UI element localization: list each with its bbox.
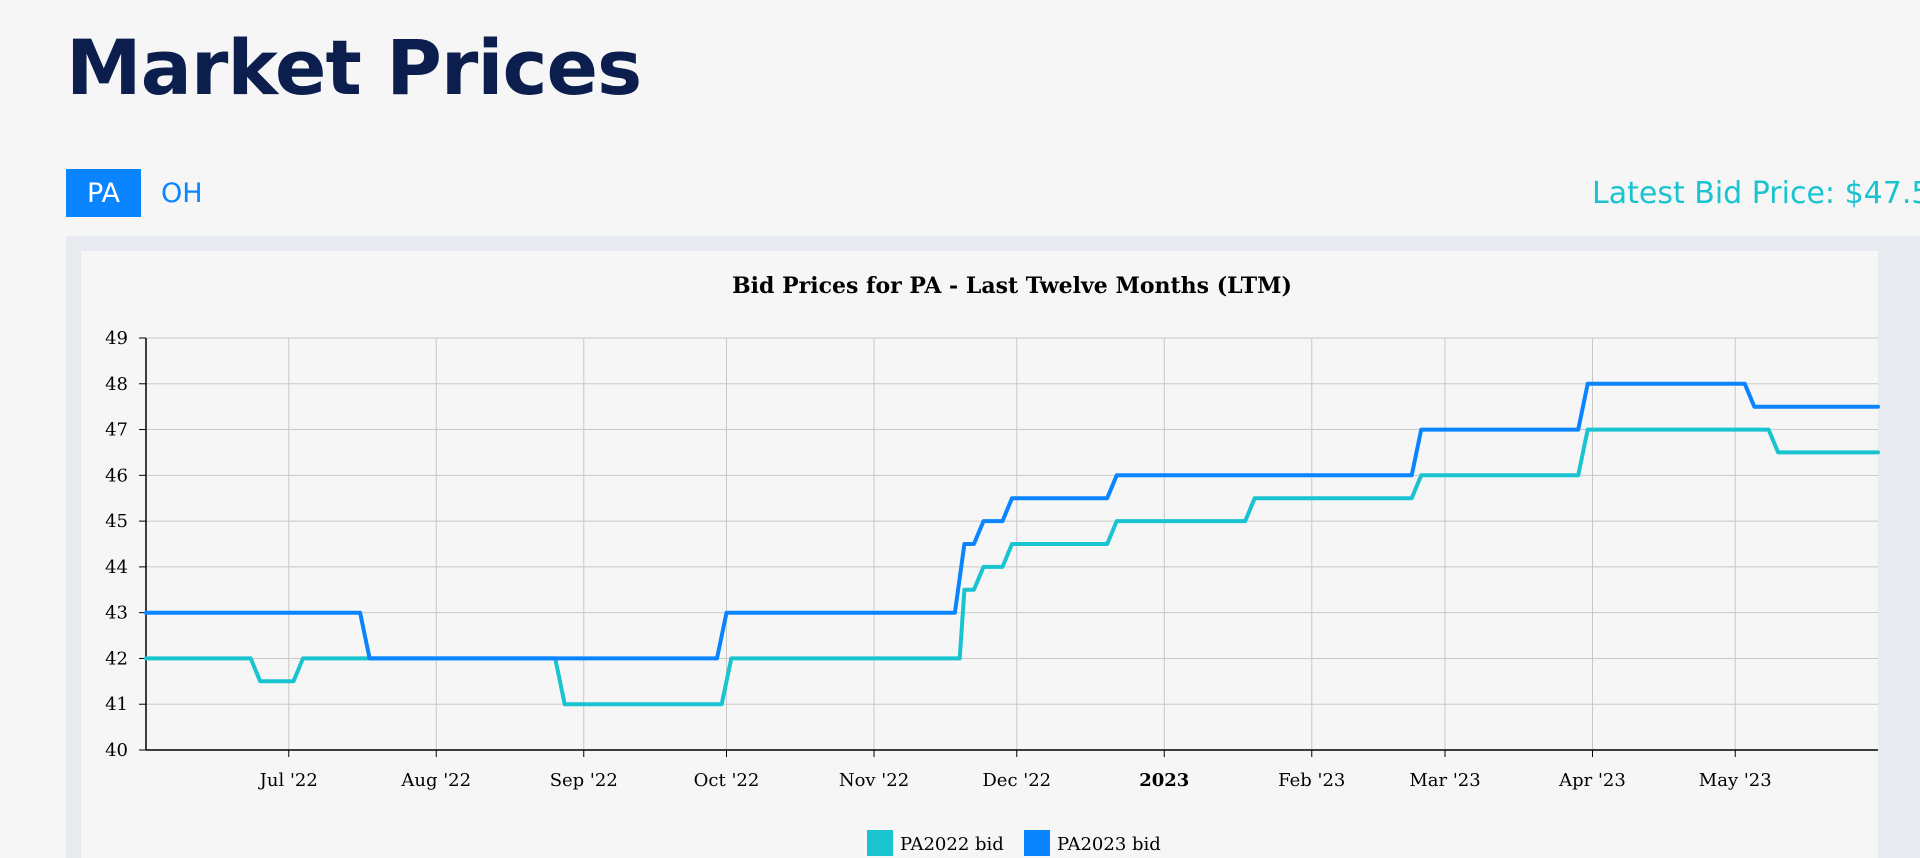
y-tick-label: 44 — [105, 557, 128, 578]
y-tick-label: 43 — [105, 603, 128, 624]
x-tick-label: Aug '22 — [400, 770, 471, 791]
legend: PA2022 bid PA2023 bid — [867, 830, 1161, 856]
y-tick-label: 46 — [105, 465, 128, 486]
x-tick-label: May '23 — [1699, 770, 1772, 791]
series-line-pa2022-bid — [144, 427, 1880, 707]
x-tick-label: Mar '23 — [1409, 770, 1480, 791]
x-tick-label: Dec '22 — [982, 770, 1051, 791]
tab-oh[interactable]: OH — [161, 177, 203, 209]
y-tick-label: 48 — [105, 374, 128, 395]
page-title: Market Prices — [66, 23, 642, 112]
tab-pa[interactable]: PA — [66, 169, 141, 217]
y-tick-label: 49 — [105, 328, 128, 349]
y-tick-label: 45 — [105, 511, 128, 532]
legend-label-pa2023-bid: PA2023 bid — [1057, 834, 1161, 855]
x-tick-label: Oct '22 — [694, 770, 760, 791]
y-tick-label: 42 — [105, 648, 128, 669]
legend-swatch-pa2023-bid — [1024, 830, 1050, 856]
x-tick-label: Sep '22 — [550, 770, 618, 791]
chart-title: Bid Prices for PA - Last Twelve Months (… — [732, 273, 1292, 299]
y-tick-label: 41 — [105, 694, 128, 715]
legend-swatch-pa2022-bid — [867, 830, 893, 856]
x-tick-label: Jul '22 — [258, 770, 318, 791]
x-tick-label: Nov '22 — [839, 770, 909, 791]
legend-label-pa2022-bid: PA2022 bid — [900, 834, 1004, 855]
series-line-pa2023-bid — [144, 381, 1880, 661]
latest-bid-price: Latest Bid Price: $47.50 — [1592, 176, 1920, 211]
market-tabs: PA OH — [66, 169, 223, 217]
y-tick-label: 47 — [105, 420, 128, 441]
series-layer — [144, 381, 1880, 707]
x-tick-label: 2023 — [1139, 770, 1189, 791]
x-tick-label: Apr '23 — [1558, 770, 1626, 791]
x-tick-label: Feb '23 — [1278, 770, 1345, 791]
chart-panel — [81, 251, 1878, 858]
axis-layer: 40 41 42 43 44 45 46 47 48 49 Jul '22 Aug '22 Sep '2… — [105, 328, 1878, 791]
y-tick-label: 40 — [105, 740, 128, 761]
